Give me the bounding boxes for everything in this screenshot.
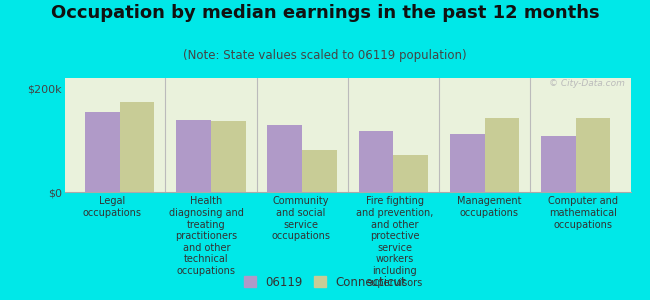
Text: Legal
occupations: Legal occupations [83, 196, 142, 218]
Text: © City-Data.com: © City-Data.com [549, 79, 625, 88]
Bar [176, 121, 211, 192]
Bar [359, 131, 393, 192]
Bar [541, 136, 576, 192]
Bar [450, 134, 484, 192]
Bar [120, 102, 155, 192]
Bar [393, 155, 428, 192]
Bar [302, 149, 337, 192]
Bar [268, 124, 302, 192]
Text: Health
diagnosing and
treating
practitioners
and other
technical
occupations: Health diagnosing and treating practitio… [169, 196, 244, 276]
Text: Occupation by median earnings in the past 12 months: Occupation by median earnings in the pas… [51, 4, 599, 22]
Bar [576, 118, 610, 192]
Legend: 06119, Connecticut: 06119, Connecticut [241, 273, 409, 291]
Text: Fire fighting
and prevention,
and other
protective
service
workers
including
sup: Fire fighting and prevention, and other … [356, 196, 434, 288]
Text: Management
occupations: Management occupations [457, 196, 521, 218]
Bar [85, 112, 120, 192]
Bar [484, 118, 519, 192]
Text: Community
and social
service
occupations: Community and social service occupations [271, 196, 330, 241]
Text: Computer and
mathematical
occupations: Computer and mathematical occupations [549, 196, 618, 230]
Text: (Note: State values scaled to 06119 population): (Note: State values scaled to 06119 popu… [183, 50, 467, 62]
Bar [211, 121, 246, 192]
